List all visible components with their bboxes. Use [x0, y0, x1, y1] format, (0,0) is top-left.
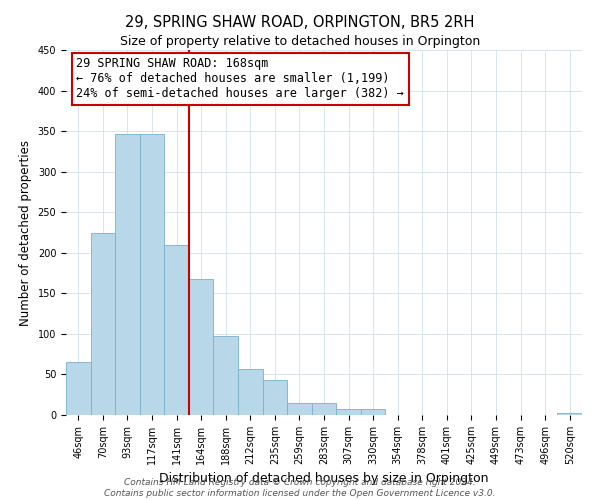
- X-axis label: Distribution of detached houses by size in Orpington: Distribution of detached houses by size …: [159, 472, 489, 486]
- Text: 29, SPRING SHAW ROAD, ORPINGTON, BR5 2RH: 29, SPRING SHAW ROAD, ORPINGTON, BR5 2RH: [125, 15, 475, 30]
- Text: Size of property relative to detached houses in Orpington: Size of property relative to detached ho…: [120, 35, 480, 48]
- Text: 29 SPRING SHAW ROAD: 168sqm
← 76% of detached houses are smaller (1,199)
24% of : 29 SPRING SHAW ROAD: 168sqm ← 76% of det…: [76, 58, 404, 100]
- Bar: [214, 336, 238, 415]
- Bar: [238, 369, 263, 415]
- Bar: [66, 362, 91, 415]
- Y-axis label: Number of detached properties: Number of detached properties: [19, 140, 32, 326]
- Bar: [287, 403, 312, 415]
- Bar: [115, 134, 140, 415]
- Bar: [312, 403, 336, 415]
- Bar: [189, 278, 214, 415]
- Bar: [336, 410, 361, 415]
- Bar: [140, 134, 164, 415]
- Bar: [91, 234, 115, 415]
- Bar: [263, 380, 287, 415]
- Bar: [164, 244, 189, 415]
- Bar: [557, 414, 582, 415]
- Bar: [361, 410, 385, 415]
- Text: Contains HM Land Registry data © Crown copyright and database right 2024.
Contai: Contains HM Land Registry data © Crown c…: [104, 478, 496, 498]
